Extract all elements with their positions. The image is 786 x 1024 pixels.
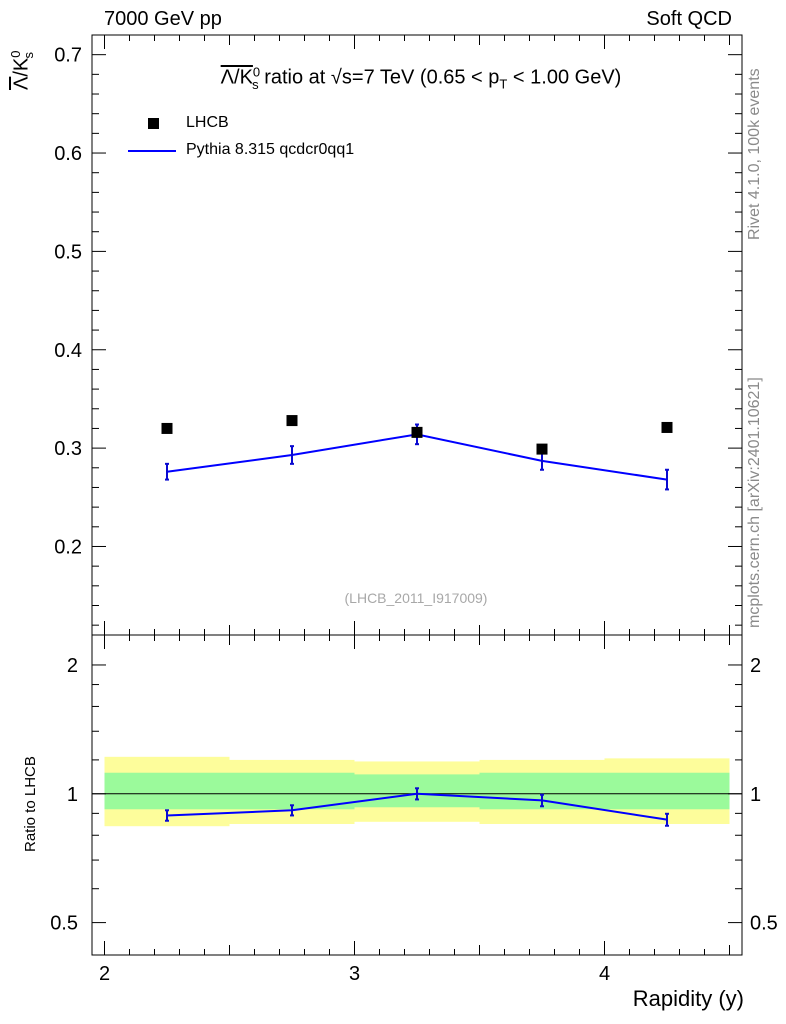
- data-series: [161, 415, 673, 827]
- ratio-uncertainty-bands: [104, 756, 730, 827]
- main-y-tick-label: 0.5: [54, 241, 82, 263]
- ratio-y-tick-label: 2: [67, 655, 78, 677]
- ratio-y-tick-label: 1: [67, 784, 78, 806]
- lhcb-data-point: [286, 415, 298, 427]
- title-k-sup: 0: [252, 64, 261, 79]
- plot-title: Λ/K0s ratio at √s=7 TeV (0.65 < pT < 1.0…: [0, 64, 786, 92]
- title-middle: ratio at √s=7 TeV (0.65 < p: [258, 66, 500, 89]
- ratio-y-tick-label: 0.5: [50, 913, 78, 935]
- title-lambda-ratio: Λ/K: [220, 66, 253, 89]
- legend-marks: [128, 118, 176, 152]
- band-inner-0: [104, 772, 230, 810]
- legend-data-label: LHCB: [186, 114, 229, 131]
- legend-data-marker: [148, 118, 159, 129]
- x-tick-label: 4: [599, 963, 610, 985]
- ratio-y-tick-label-right: 2: [750, 655, 761, 677]
- x-axis-label: Rapidity (y): [632, 986, 744, 1011]
- main-y-tick-label: 0.3: [54, 438, 82, 460]
- ratio-y-tick-label-right: 1: [750, 784, 761, 806]
- band-inner-4: [604, 772, 730, 810]
- ratio-plot-frame: [91, 634, 743, 956]
- main-y-tick-label: 0.6: [54, 143, 82, 165]
- title-end: < 1.00 GeV): [507, 66, 622, 89]
- lhcb-data-point: [661, 421, 673, 433]
- main-plot-frame: [91, 34, 743, 636]
- axis-ticks: [92, 34, 742, 955]
- x-tick-label: 2: [99, 963, 110, 985]
- band-inner-1: [229, 772, 355, 810]
- lhcb-data-point: [536, 443, 548, 455]
- analysis-watermark: (LHCB_2011_I917009): [344, 590, 488, 606]
- axis-tick-labels: 2 3 4 0.2 0.3 0.4 0.5 0.6 0.7 0.5 0.5 1 1 2 2: [50, 45, 778, 985]
- main-y-tick-label: 0.7: [54, 45, 82, 67]
- title-pt-sub: T: [499, 76, 508, 92]
- header-energy-label: 7000 GeV pp: [104, 8, 222, 30]
- main-y-tick-label: 0.4: [54, 340, 82, 362]
- lhcb-data-point: [411, 426, 423, 438]
- header-category-label: Soft QCD: [646, 8, 732, 30]
- legend-mc-label: Pythia 8.315 qcdcr0qq1: [186, 141, 355, 158]
- ratio-y-tick-label-right: 0.5: [750, 913, 778, 935]
- main-y-tick-label: 0.2: [54, 536, 82, 558]
- title-k-sub: s: [252, 76, 259, 92]
- lhcb-data-point: [161, 422, 173, 434]
- x-tick-label: 3: [349, 963, 360, 985]
